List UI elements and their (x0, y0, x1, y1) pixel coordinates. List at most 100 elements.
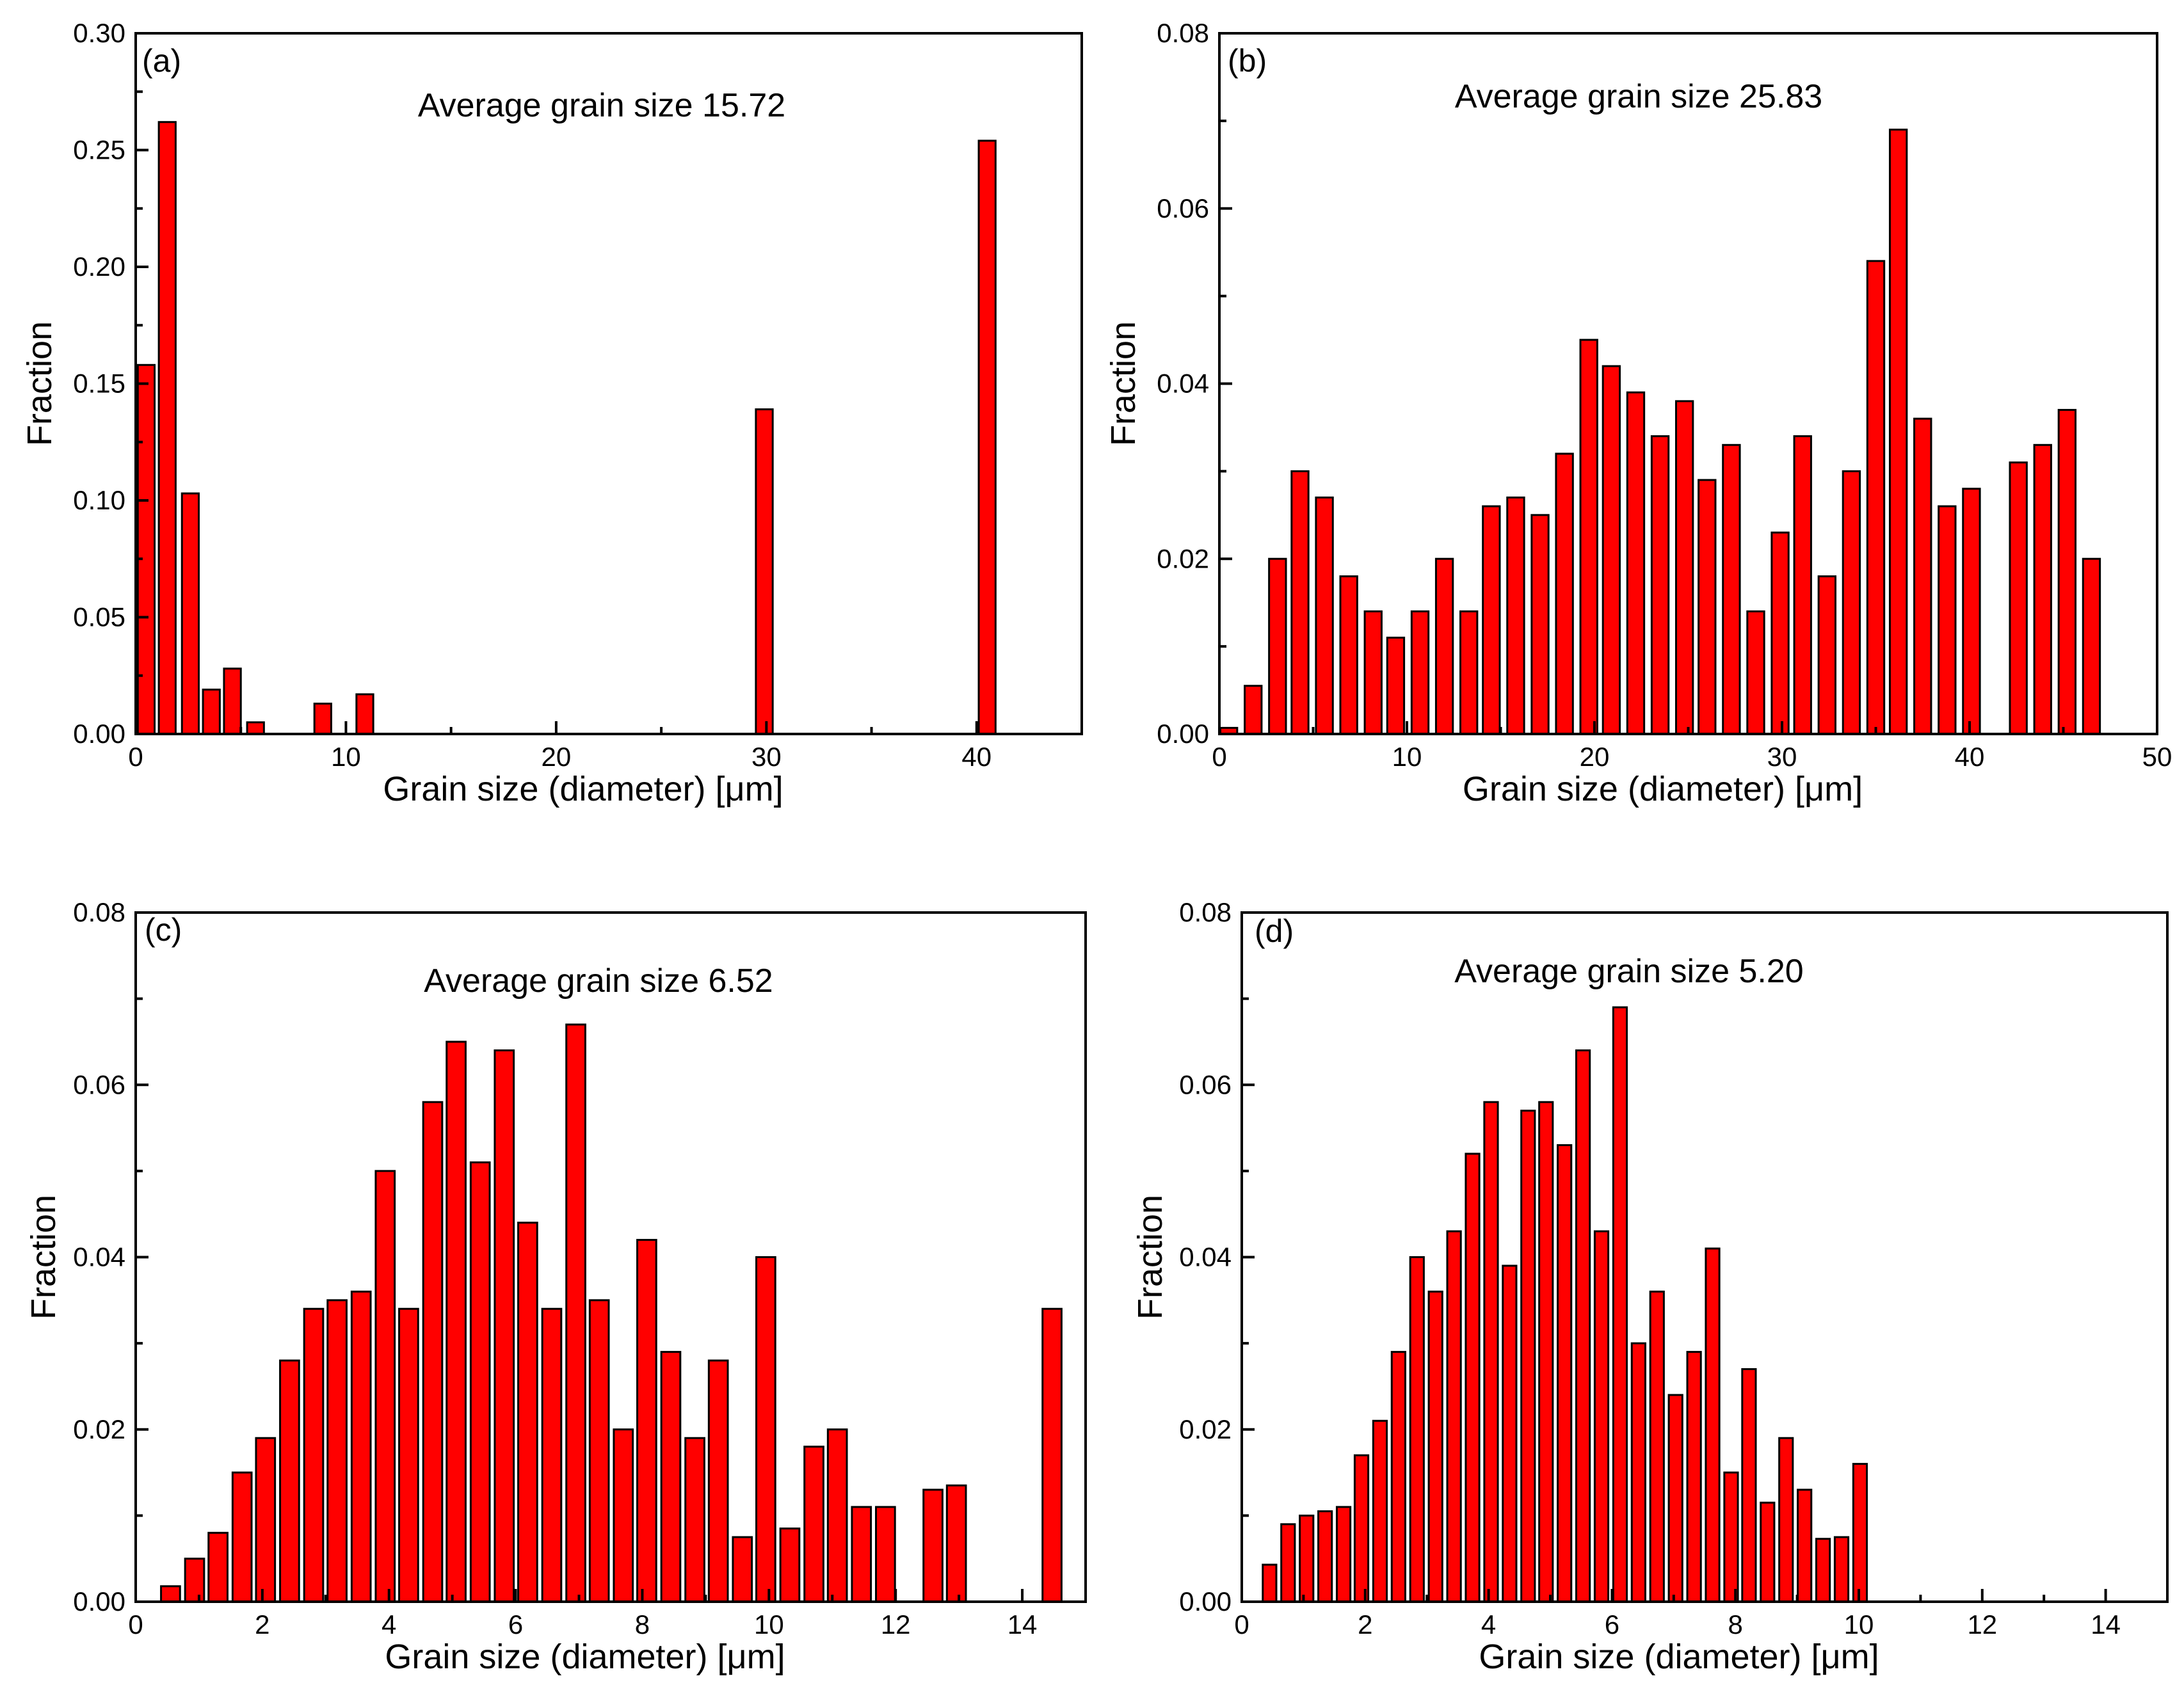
y-tick-label: 0.30 (73, 18, 125, 48)
bar (826, 1428, 848, 1603)
average-grain-size-annotation: Average grain size 25.83 (1455, 78, 1822, 115)
bar (1649, 1290, 1665, 1603)
bar (246, 721, 265, 735)
bar (157, 121, 177, 735)
bar (1410, 610, 1430, 735)
x-tick-label: 8 (635, 1609, 650, 1639)
x-tick-label: 40 (1955, 742, 1985, 772)
y-axis-label: Fraction (24, 1195, 63, 1320)
bar (1741, 1368, 1757, 1603)
bar (1434, 557, 1454, 735)
bar (1446, 1230, 1462, 1603)
y-tick-label: 0.04 (73, 1242, 125, 1272)
bar (1530, 514, 1550, 735)
bar (1626, 391, 1646, 735)
y-tick-label: 0.25 (73, 135, 125, 165)
bar (1602, 365, 1621, 735)
y-tick-label: 0.05 (73, 602, 125, 632)
bar (803, 1446, 824, 1603)
bar (1866, 260, 1886, 735)
average-grain-size-annotation: Average grain size 6.52 (424, 962, 773, 1000)
x-axis-label: Grain size (diameter) [μm] (1463, 770, 1863, 808)
bar (326, 1299, 348, 1603)
chart-panel: 0 10 20 30 40 50 0.00 0.02 0.04 0.06 0.08 Grain siz… (1104, 18, 2172, 808)
y-axis-label: Fraction (1131, 1195, 1169, 1320)
bar (202, 689, 221, 735)
x-tick-label: 8 (1728, 1609, 1743, 1639)
panel-label: (a) (142, 43, 181, 79)
bar (1315, 496, 1334, 735)
x-tick-label: 12 (1967, 1609, 1997, 1639)
y-tick-label: 0.04 (1179, 1242, 1232, 1272)
bar (1363, 610, 1383, 735)
bar (1390, 1351, 1406, 1603)
x-tick-label: 20 (542, 742, 572, 772)
bar (1760, 1501, 1776, 1603)
bar (255, 1437, 277, 1603)
bar (1557, 1144, 1573, 1603)
average-grain-size-annotation: Average grain size 5.20 (1454, 953, 1803, 990)
bar (1723, 1471, 1739, 1603)
bar (1427, 1290, 1443, 1603)
bar (1815, 1538, 1831, 1603)
bar (207, 1531, 229, 1603)
bar (494, 1049, 515, 1603)
y-tick-label: 0.06 (1179, 1069, 1232, 1099)
bar (1793, 435, 1812, 735)
bar (1538, 1101, 1554, 1603)
bar (636, 1239, 657, 1603)
x-axis-label: Grain size (diameter) [μm] (385, 1638, 785, 1676)
bar (1746, 610, 1765, 735)
bar (613, 1428, 634, 1603)
bar (1290, 470, 1310, 735)
bar (977, 140, 997, 735)
bar (660, 1351, 682, 1603)
bar (1244, 685, 1263, 735)
x-tick-label: 10 (754, 1609, 784, 1639)
bar (684, 1437, 705, 1603)
bar (184, 1558, 205, 1603)
bar (422, 1101, 444, 1603)
bar (1482, 505, 1501, 735)
bar (1833, 1536, 1850, 1603)
bar (279, 1359, 300, 1603)
x-tick-label: 30 (1767, 742, 1797, 772)
bar (398, 1307, 419, 1603)
x-tick-label: 6 (508, 1609, 523, 1639)
bar (181, 492, 200, 735)
y-tick-label: 0.00 (1157, 719, 1209, 749)
x-tick-label: 30 (751, 742, 782, 772)
x-tick-label: 2 (1358, 1609, 1372, 1639)
bar (231, 1471, 253, 1603)
y-axis-label: Fraction (20, 321, 59, 446)
x-tick-label: 14 (2091, 1609, 2121, 1639)
x-tick-label: 2 (255, 1609, 269, 1639)
bar (1938, 505, 1957, 735)
bar (1353, 1454, 1370, 1603)
chart-panel: 0 10 20 30 40 0.00 0.05 0.10 0.15 0.20 0.25 0.30 Gra… (20, 18, 1083, 808)
x-tick-label: 40 (961, 742, 992, 772)
bar (1555, 452, 1574, 735)
bar (875, 1506, 896, 1603)
bar (1502, 1264, 1518, 1603)
bar (1520, 1110, 1536, 1603)
bar (1705, 1247, 1721, 1603)
y-tick-label: 0.15 (73, 369, 125, 399)
y-tick-label: 0.04 (1157, 369, 1209, 399)
bar (1262, 1563, 1278, 1603)
chart-panel: 0 2 4 6 8 10 12 14 0.00 0.02 0.04 0.06 0.08 Grain siz… (1131, 897, 2169, 1676)
x-tick-label: 10 (1844, 1609, 1874, 1639)
bar (374, 1170, 396, 1603)
bar (922, 1488, 943, 1603)
bar (945, 1484, 967, 1603)
bar (1593, 1230, 1610, 1603)
bar (1268, 557, 1287, 735)
x-tick-label: 50 (2142, 742, 2172, 772)
bar (355, 693, 374, 735)
x-tick-label: 14 (1008, 1609, 1038, 1639)
bar (2033, 443, 2052, 735)
x-tick-label: 0 (1212, 742, 1226, 772)
panel-label: (b) (1228, 43, 1267, 79)
y-tick-label: 0.02 (1157, 543, 1209, 573)
bar (732, 1536, 753, 1603)
